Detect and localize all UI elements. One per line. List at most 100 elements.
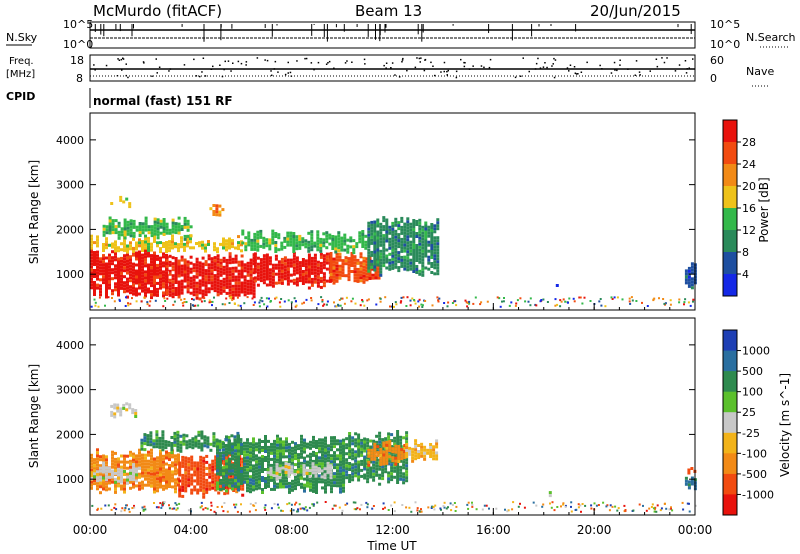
velocity-cell: [102, 461, 105, 465]
velocity-speckle: [427, 506, 430, 509]
power-cell: [222, 237, 225, 241]
power-cell: [325, 255, 329, 259]
velocity-cell: [315, 452, 318, 455]
power-cell: [114, 255, 117, 259]
power-cell: [183, 237, 187, 241]
velocity-cell: [354, 453, 358, 457]
power-cell: [141, 243, 144, 246]
power-cell: [388, 243, 392, 247]
power-cell: [195, 293, 199, 297]
velocity-cell: [252, 443, 255, 447]
power-cell: [353, 258, 357, 262]
velocity-cell: [261, 455, 264, 458]
velocity-cell: [231, 448, 234, 452]
power-cell: [237, 275, 241, 279]
velocity-cell: [403, 456, 407, 459]
power-speckle: [630, 296, 633, 299]
velocity-cell: [243, 459, 246, 463]
power-cell: [313, 277, 317, 281]
velocity-cell: [123, 490, 126, 494]
power-cell: [237, 293, 241, 297]
power-speckle: [424, 300, 427, 302]
velocity-speckle: [581, 503, 584, 505]
power-speckle: [611, 298, 614, 300]
velocity-cell: [397, 445, 401, 448]
freq-noise-dot: [93, 64, 95, 66]
power-cell: [90, 237, 93, 241]
power-cell: [180, 285, 184, 289]
power-cell: [90, 286, 93, 290]
velocity-cell: [378, 434, 382, 438]
freq-noise-dot: [273, 68, 276, 70]
power-cell: [313, 265, 317, 269]
power-cell: [265, 277, 269, 281]
power-cell: [415, 256, 419, 259]
power-cell: [174, 263, 178, 266]
power-cell: [210, 269, 214, 273]
power-cell: [241, 232, 245, 236]
velocity-cell: [246, 444, 249, 448]
velocity-cell: [123, 478, 126, 482]
power-cell: [412, 261, 416, 264]
power-cell: [228, 279, 232, 283]
power-cell: [271, 281, 275, 285]
velocity-cell: [300, 461, 303, 465]
velocity-cell: [360, 441, 364, 445]
power-cell: [430, 232, 434, 235]
power-cell: [356, 273, 360, 277]
power-cell: [433, 254, 437, 258]
power-cell: [138, 222, 142, 225]
velocity-xtick-label: 12:00: [375, 523, 410, 537]
velocity-colorbar-tick-label: 500: [742, 365, 763, 378]
power-cell: [210, 278, 214, 282]
power-cell: [234, 257, 238, 261]
velocity-cell: [252, 440, 255, 444]
power-cell: [144, 252, 147, 256]
velocity-cell: [342, 462, 346, 466]
velocity-cell: [396, 472, 400, 475]
power-speckle: [225, 297, 228, 300]
velocity-cell: [354, 456, 358, 460]
velocity-cell: [174, 469, 177, 473]
power-cell: [310, 268, 314, 272]
velocity-cell: [387, 435, 391, 439]
freq-noise-dot: [610, 72, 613, 74]
power-cell: [240, 266, 244, 270]
velocity-cell: [414, 451, 418, 455]
velocity-cell: [354, 468, 358, 472]
power-cell: [123, 224, 127, 228]
velocity-cell: [396, 433, 400, 436]
velocity-cell: [125, 402, 129, 406]
velocity-cell: [181, 473, 185, 477]
velocity-cell: [351, 451, 355, 455]
velocity-cell: [373, 448, 377, 452]
power-cell: [126, 253, 129, 257]
power-cell: [332, 260, 336, 264]
velocity-cell: [252, 479, 255, 483]
velocity-cell: [282, 446, 285, 450]
power-cell: [168, 284, 172, 288]
velocity-cell: [117, 460, 120, 464]
power-cell: [687, 275, 691, 279]
velocity-cell: [232, 489, 236, 492]
power-cell: [335, 273, 339, 277]
power-cell: [365, 266, 369, 270]
velocity-cell: [219, 487, 222, 491]
power-cell: [201, 268, 205, 272]
power-cell: [141, 262, 144, 266]
velocity-cell: [342, 477, 346, 481]
velocity-cell: [387, 453, 391, 457]
power-cell: [328, 242, 332, 246]
velocity-cell: [339, 463, 342, 467]
velocity-cell: [120, 477, 123, 481]
velocity-cell: [302, 464, 306, 468]
velocity-cell: [276, 482, 279, 486]
velocity-speckle: [344, 503, 347, 506]
power-speckle: [418, 298, 421, 301]
velocity-cell: [99, 481, 102, 485]
velocity-cell: [237, 482, 240, 486]
velocity-cell: [342, 486, 345, 490]
velocity-cell: [278, 470, 282, 474]
velocity-cell: [266, 468, 270, 472]
velocity-cell: [387, 432, 391, 436]
